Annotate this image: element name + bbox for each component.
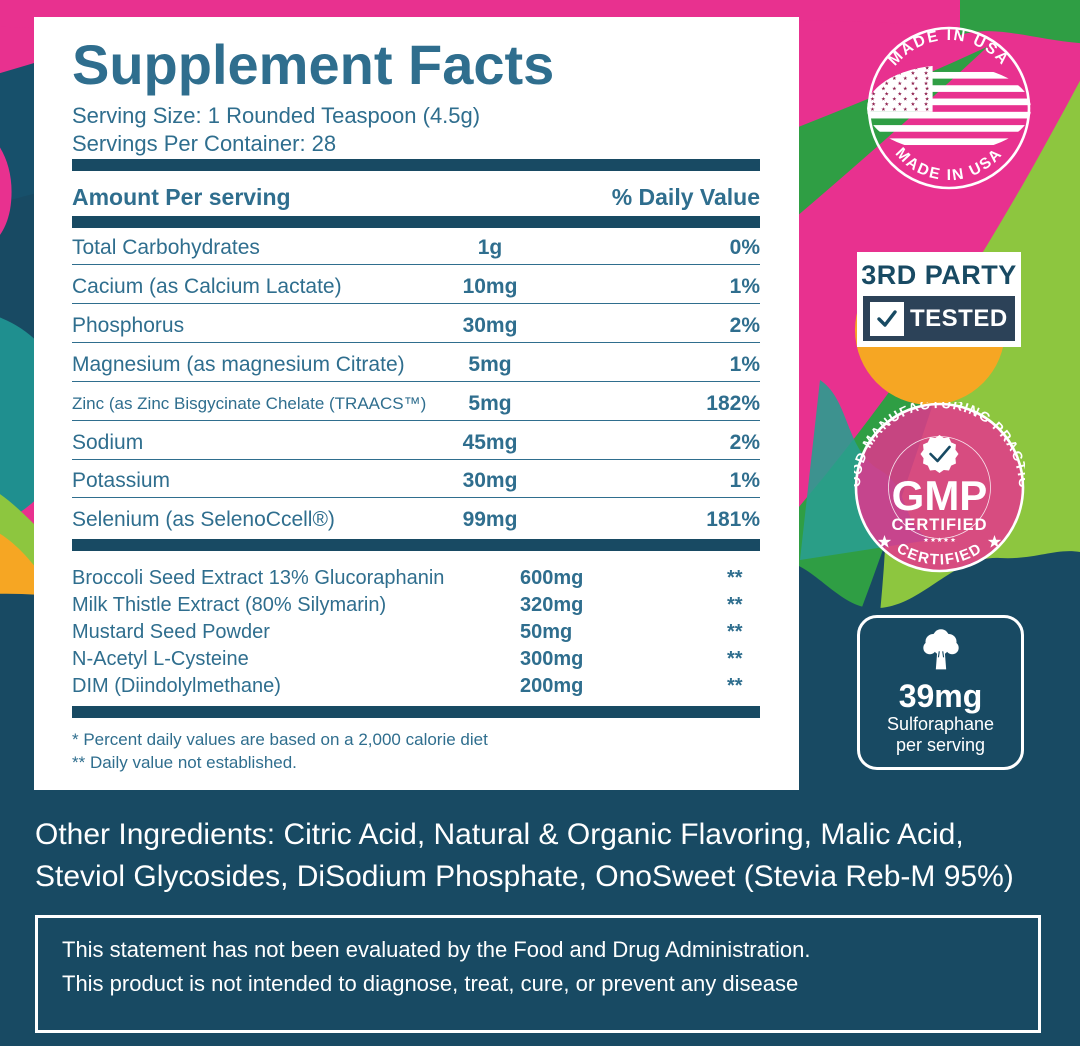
svg-text:GMP: GMP [892,472,988,519]
svg-text:CERTIFIED: CERTIFIED [891,516,987,534]
svg-text:MADE IN USA: MADE IN USA [885,27,1012,69]
